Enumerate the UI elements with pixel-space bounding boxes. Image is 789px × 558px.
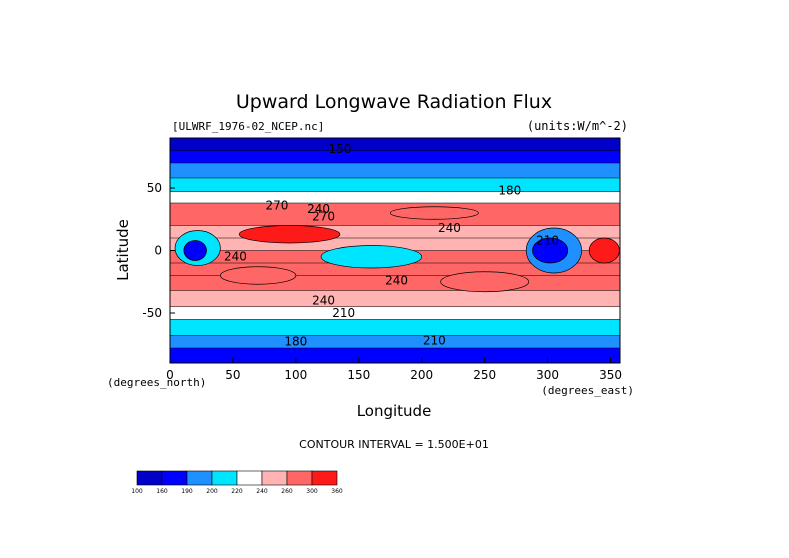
x-tick-label-0: 0: [166, 368, 174, 382]
y-tick-label-0: 50: [147, 181, 162, 195]
contour-label-4: 270: [266, 198, 289, 212]
heatmap-region-0: [238, 225, 341, 244]
units-label: (units:W/m^-2): [527, 119, 628, 133]
file-label: [ULWRF_1976-02_NCEP.nc]: [172, 120, 324, 133]
contour-label-2: 240: [307, 202, 330, 216]
y-units-label: (degrees_north): [107, 376, 206, 389]
colorbar-swatch-6: [286, 470, 313, 486]
y-axis: 50 0 -50: [142, 181, 175, 320]
heatmap-region-3: [183, 240, 207, 261]
x-tick-label-2: 100: [284, 368, 307, 382]
colorbar-swatch-2: [186, 470, 213, 486]
contour-label-0: 150: [328, 142, 351, 156]
x-tick-label-3: 150: [347, 368, 370, 382]
heatmap-region-1: [389, 206, 479, 220]
heatmap-region-8: [219, 266, 297, 285]
heatmap-area: [170, 138, 620, 363]
colorbar-label-0: 100: [131, 488, 143, 495]
colorbar-swatch-7: [311, 470, 338, 486]
heatmap-band-15: [170, 348, 620, 363]
colorbar-swatch-1: [161, 470, 188, 486]
x-axis: 0 50 100 150 200 250 300 350: [166, 358, 622, 382]
colorbar-label-7: 300: [306, 488, 318, 495]
contour-label-8: 240: [312, 293, 335, 307]
heatmap-region-9: [440, 271, 530, 293]
heatmap-band-11: [170, 290, 620, 307]
heatmap-band-0: [170, 138, 620, 151]
colorbar-swatch-0: [136, 470, 163, 486]
heatmap-band-3: [170, 178, 620, 192]
x-tick-label-6: 300: [536, 368, 559, 382]
colorbar-label-4: 220: [231, 488, 243, 495]
heatmap-region-4: [320, 245, 423, 269]
y-tick-label-2: -50: [142, 306, 162, 320]
contour-interval-text: CONTOUR INTERVAL = 1.500E+01: [299, 438, 489, 451]
heatmap-band-13: [170, 319, 620, 336]
heatmap-band-14: [170, 335, 620, 348]
colorbar-label-3: 200: [206, 488, 218, 495]
contour-label-9: 210: [332, 306, 355, 320]
colorbar-label-1: 160: [156, 488, 168, 495]
contour-label-12: 210: [536, 233, 559, 247]
heatmap-band-1: [170, 150, 620, 163]
contour-label-10: 210: [423, 333, 446, 347]
heatmap-region-6: [532, 237, 569, 264]
heatmap-band-4: [170, 191, 620, 203]
colorbar-label-6: 260: [281, 488, 293, 495]
colorbar-label-2: 190: [181, 488, 193, 495]
colorbar-label-8: 360: [331, 488, 343, 495]
x-tick-label-5: 250: [473, 368, 496, 382]
heatmap-band-12: [170, 306, 620, 320]
colorbar-swatch-5: [261, 470, 288, 486]
x-tick-label-1: 50: [225, 368, 240, 382]
x-units-label: (degrees_east): [541, 384, 634, 397]
colorbar: 100 160 190 200 220 240 260 300 360: [131, 470, 343, 495]
colorbar-swatch-4: [236, 470, 263, 486]
x-tick-label-7: 350: [599, 368, 622, 382]
colorbar-label-5: 240: [256, 488, 268, 495]
contour-label-6: 240: [224, 250, 247, 264]
x-tick-label-4: 200: [410, 368, 433, 382]
contour-label-1: 180: [498, 183, 521, 197]
contour-label-5: 240: [438, 221, 461, 235]
heatmap-region-7: [588, 237, 620, 264]
heatmap-band-2: [170, 163, 620, 178]
contour-label-11: 180: [284, 335, 307, 349]
chart-title: Upward Longwave Radiation Flux: [236, 91, 552, 113]
x-axis-label: Longitude: [357, 402, 432, 420]
contour-label-7: 240: [385, 273, 408, 287]
y-tick-label-1: 0: [154, 244, 162, 258]
y-axis-label: Latitude: [114, 219, 132, 281]
colorbar-swatch-3: [211, 470, 238, 486]
contour-label-3: 270: [312, 210, 335, 224]
